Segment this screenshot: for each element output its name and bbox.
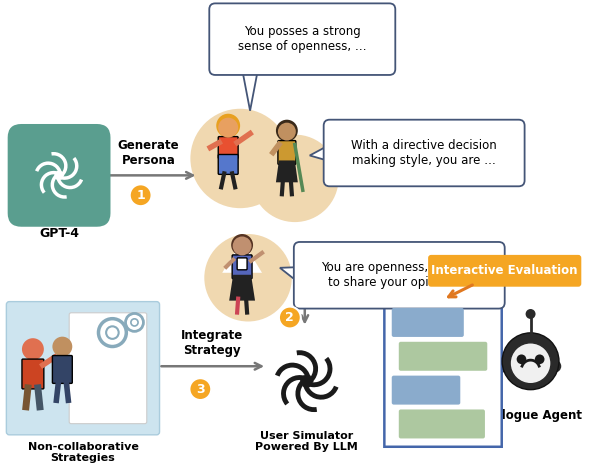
Text: You posses a strong
sense of openness, …: You posses a strong sense of openness, … xyxy=(238,25,367,53)
Circle shape xyxy=(218,118,238,137)
Circle shape xyxy=(22,338,44,360)
Circle shape xyxy=(510,343,551,383)
Circle shape xyxy=(276,120,298,142)
Circle shape xyxy=(131,319,138,326)
Circle shape xyxy=(106,326,119,339)
Circle shape xyxy=(279,307,301,328)
FancyBboxPatch shape xyxy=(218,137,238,158)
FancyBboxPatch shape xyxy=(385,300,502,447)
FancyBboxPatch shape xyxy=(237,258,247,270)
Text: Non-collaborative
Strategies: Non-collaborative Strategies xyxy=(28,442,139,464)
Circle shape xyxy=(517,355,526,364)
Polygon shape xyxy=(222,240,262,273)
FancyBboxPatch shape xyxy=(218,155,238,174)
Polygon shape xyxy=(310,145,329,161)
Text: 3: 3 xyxy=(196,383,205,396)
Text: User Simulator
Powered By LLM: User Simulator Powered By LLM xyxy=(256,431,358,453)
Polygon shape xyxy=(229,275,255,301)
Text: With a directive decision
making style, you are …: With a directive decision making style, … xyxy=(351,139,497,167)
FancyBboxPatch shape xyxy=(392,308,464,337)
Circle shape xyxy=(251,135,338,222)
FancyBboxPatch shape xyxy=(399,342,487,371)
Circle shape xyxy=(231,234,253,256)
Circle shape xyxy=(216,114,240,137)
Text: 1: 1 xyxy=(136,189,145,202)
FancyBboxPatch shape xyxy=(323,120,524,186)
Circle shape xyxy=(233,237,251,255)
Circle shape xyxy=(205,234,292,321)
FancyBboxPatch shape xyxy=(294,242,505,309)
FancyBboxPatch shape xyxy=(52,356,72,383)
Text: Generate
Persona: Generate Persona xyxy=(118,139,179,167)
FancyBboxPatch shape xyxy=(428,255,581,287)
Circle shape xyxy=(190,378,211,400)
Circle shape xyxy=(549,360,561,373)
Circle shape xyxy=(496,360,508,373)
FancyBboxPatch shape xyxy=(232,255,252,279)
FancyBboxPatch shape xyxy=(278,141,296,164)
FancyBboxPatch shape xyxy=(392,375,460,405)
Polygon shape xyxy=(276,161,298,182)
Text: You are openness, you like
to share your opinion …: You are openness, you like to share your… xyxy=(321,261,478,289)
Circle shape xyxy=(502,333,559,390)
FancyBboxPatch shape xyxy=(8,124,110,227)
Text: Sampling: Sampling xyxy=(320,283,389,296)
Circle shape xyxy=(278,123,296,141)
Polygon shape xyxy=(280,267,300,283)
FancyBboxPatch shape xyxy=(69,313,147,424)
Text: Dialogue Agent: Dialogue Agent xyxy=(479,409,581,422)
Circle shape xyxy=(535,355,544,364)
Polygon shape xyxy=(242,69,258,111)
Text: Integrate
Strategy: Integrate Strategy xyxy=(181,329,244,357)
Circle shape xyxy=(190,109,290,208)
Text: Interactive Evaluation: Interactive Evaluation xyxy=(431,264,578,277)
FancyBboxPatch shape xyxy=(7,301,160,435)
FancyBboxPatch shape xyxy=(22,359,44,389)
FancyBboxPatch shape xyxy=(209,3,395,75)
FancyBboxPatch shape xyxy=(399,410,485,438)
Text: GPT-4: GPT-4 xyxy=(39,227,79,240)
Circle shape xyxy=(526,309,536,319)
Circle shape xyxy=(52,337,72,356)
Text: 2: 2 xyxy=(286,311,294,324)
Circle shape xyxy=(130,184,152,206)
